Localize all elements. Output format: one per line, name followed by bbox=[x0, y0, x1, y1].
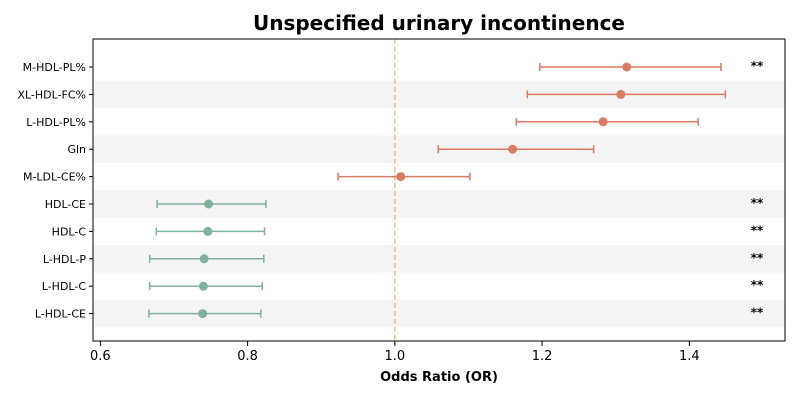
or-point bbox=[396, 172, 406, 182]
x-axis-label: Odds Ratio (OR) bbox=[380, 370, 498, 385]
significance-marker: ** bbox=[751, 223, 764, 237]
or-point bbox=[198, 309, 208, 319]
or-point bbox=[198, 281, 208, 291]
category-label: M-HDL-PL% bbox=[23, 61, 86, 74]
significance-marker: ** bbox=[751, 196, 764, 210]
x-tick-label: 1.4 bbox=[679, 349, 700, 364]
significance-marker: ** bbox=[751, 251, 764, 265]
category-label: HDL-CE bbox=[45, 198, 86, 211]
data-marks bbox=[148, 62, 727, 319]
y-axis: M-HDL-PL% XL-HDL-FC% L-HDL-PL% Gln M-LDL-CE%… bbox=[17, 61, 93, 321]
or-point bbox=[508, 144, 518, 154]
plot-frame bbox=[92, 38, 786, 342]
or-point bbox=[203, 226, 213, 236]
or-point bbox=[204, 199, 214, 209]
or-point bbox=[199, 254, 209, 264]
chart-title: Unspecified urinary incontinence bbox=[253, 11, 625, 35]
category-label: M-LDL-CE% bbox=[23, 171, 86, 184]
significance-marker: ** bbox=[751, 278, 764, 292]
x-tick-label: 0.8 bbox=[237, 349, 258, 364]
or-point bbox=[616, 89, 626, 99]
x-axis: 0.6 0.8 1.0 1.2 1.4 bbox=[90, 341, 700, 364]
category-label: XL-HDL-FC% bbox=[17, 88, 86, 101]
significance-marker: ** bbox=[751, 306, 764, 320]
category-label: HDL-C bbox=[52, 225, 87, 238]
significance-markers: ** ** ** ** ** ** bbox=[751, 59, 764, 320]
x-tick-label: 0.6 bbox=[90, 349, 111, 364]
category-label: L-HDL-C bbox=[42, 280, 87, 293]
or-point bbox=[598, 117, 608, 127]
or-point bbox=[622, 62, 632, 72]
category-label: Gln bbox=[67, 143, 86, 156]
significance-marker: ** bbox=[751, 59, 764, 73]
x-tick-label: 1.2 bbox=[532, 349, 553, 364]
category-label: L-HDL-PL% bbox=[26, 116, 86, 129]
category-label: L-HDL-CE bbox=[35, 308, 86, 321]
x-tick-label: 1.0 bbox=[384, 349, 405, 364]
category-label: L-HDL-P bbox=[43, 253, 87, 266]
